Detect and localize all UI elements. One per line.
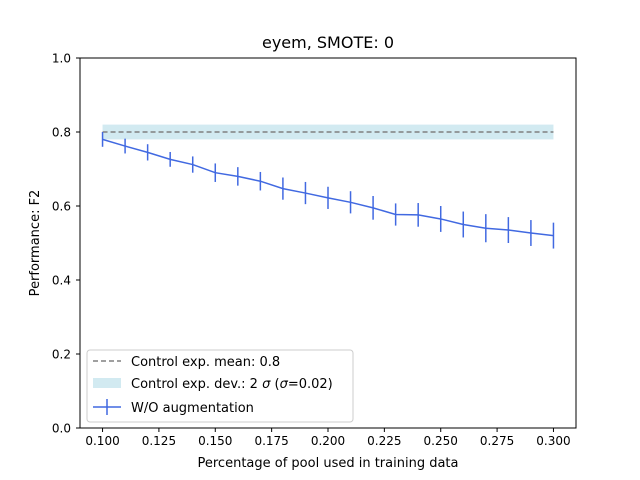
y-tick-label: 0.6 — [52, 200, 71, 214]
y-tick-label: 0.8 — [52, 126, 71, 140]
series-layer — [101, 132, 555, 249]
legend-control-mean-label: Control exp. mean: 0.8 — [131, 355, 280, 370]
y-axis-label: Performance: F2 — [28, 190, 43, 297]
legend: Control exp. mean: 0.8 Control exp. dev.… — [86, 349, 354, 423]
x-tick-label: 0.300 — [536, 434, 570, 448]
legend-control-band-swatch — [93, 378, 121, 388]
y-tick-label: 1.0 — [52, 52, 71, 66]
legend-control-band-label: Control exp. dev.: 2 σ (σ=0.02) — [131, 377, 333, 392]
y-tick-label: 0.4 — [52, 274, 71, 288]
x-axis: 0.100 0.125 0.150 0.175 0.200 0.225 0.250 0.275… — [85, 428, 571, 448]
y-tick-label: 0.0 — [52, 422, 71, 436]
x-tick-label: 0.175 — [254, 434, 288, 448]
x-tick-label: 0.225 — [367, 434, 401, 448]
y-tick-label: 0.2 — [52, 348, 71, 362]
x-tick-label: 0.250 — [424, 434, 458, 448]
x-tick-label: 0.275 — [480, 434, 514, 448]
x-tick-label: 0.150 — [198, 434, 232, 448]
chart-title: eyem, SMOTE: 0 — [262, 33, 394, 52]
x-tick-label: 0.100 — [85, 434, 119, 448]
x-tick-label: 0.200 — [311, 434, 345, 448]
legend-series-label: W/O augmentation — [131, 401, 254, 416]
x-axis-label: Percentage of pool used in training data — [198, 456, 459, 471]
y-axis: 0.0 0.2 0.4 0.6 0.8 1.0 — [52, 52, 80, 436]
x-tick-label: 0.125 — [142, 434, 176, 448]
legend-box — [86, 349, 354, 423]
